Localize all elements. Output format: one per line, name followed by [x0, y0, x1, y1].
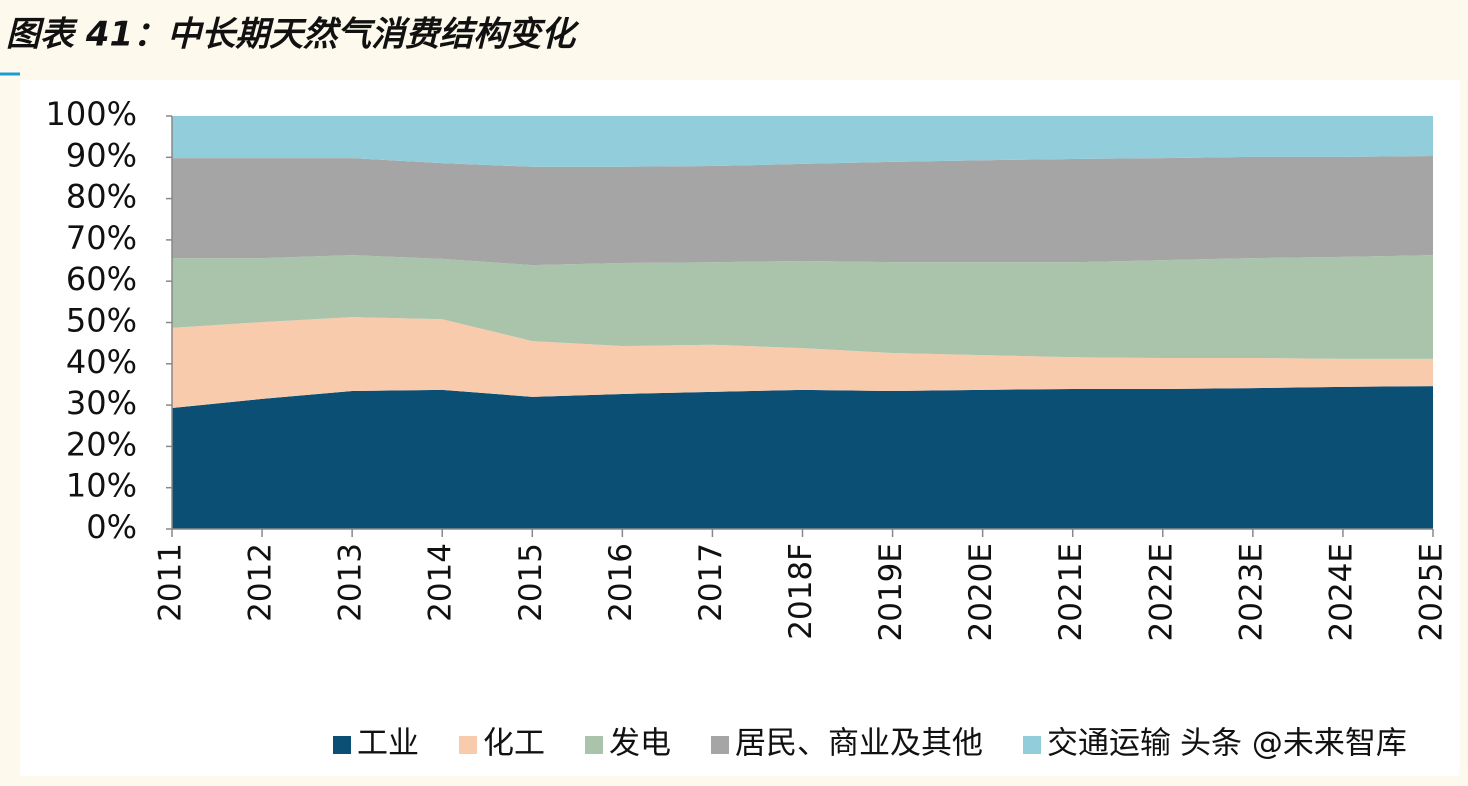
chart-title: 图表 41：中长期天然气消费结构变化	[6, 15, 580, 55]
y-tick-label: 70%	[66, 219, 137, 257]
area	[172, 386, 1433, 529]
x-tick-label: 2011	[153, 543, 189, 622]
legend-swatch	[459, 736, 477, 754]
x-tick-label: 2013	[333, 543, 369, 622]
area	[172, 156, 1433, 266]
legend-label: 交通运输	[1047, 726, 1171, 762]
y-tick-label: 50%	[66, 302, 137, 340]
x-tick-label: 2015	[513, 543, 549, 622]
legend-swatch	[333, 736, 351, 754]
y-tick-label: 20%	[66, 425, 137, 463]
y-tick-label: 90%	[66, 136, 137, 174]
x-tick-label: 2023E	[1233, 543, 1269, 641]
x-tick-label: 2012	[243, 543, 279, 622]
y-tick-label: 40%	[66, 343, 137, 381]
legend-label: 化工	[483, 726, 545, 762]
y-tick-label: 30%	[66, 384, 137, 422]
legend-label: 发电	[609, 726, 671, 762]
legend-swatch	[711, 736, 729, 754]
x-tick-label: 2018F	[783, 543, 819, 640]
area	[172, 255, 1433, 359]
legend-label: 工业	[357, 726, 419, 762]
y-tick-label: 80%	[66, 178, 137, 216]
x-tick-label: 2016	[603, 543, 639, 622]
y-tick-label: 60%	[66, 260, 137, 298]
y-tick-label: 10%	[66, 467, 137, 505]
legend-swatch	[1023, 736, 1041, 754]
y-tick-label: 100%	[46, 95, 137, 133]
y-tick-label: 0%	[86, 508, 137, 546]
x-tick-label: 2021E	[1053, 543, 1089, 641]
x-tick-label: 2017	[693, 543, 729, 622]
area	[172, 317, 1433, 408]
legend-swatch	[585, 736, 603, 754]
x-tick-label: 2022E	[1143, 543, 1179, 641]
x-tick-label: 2025E	[1414, 543, 1450, 641]
watermark: 头条 @未来智库	[1180, 726, 1407, 762]
legend-label: 居民、商业及其他	[735, 726, 983, 762]
x-tick-label: 2024E	[1323, 543, 1359, 641]
area	[172, 116, 1433, 167]
x-tick-label: 2019E	[873, 543, 909, 641]
x-tick-label: 2020E	[963, 543, 999, 641]
x-tick-label: 2014	[423, 543, 459, 622]
